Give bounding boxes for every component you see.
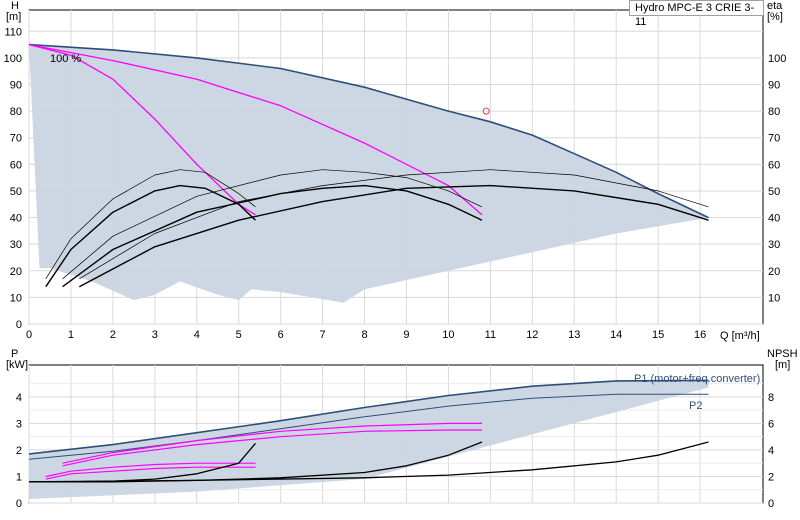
x-tick: 13	[568, 329, 580, 341]
chart-title: Hydro MPC-E 3 CRIE 3-11	[635, 2, 755, 28]
y-tick-left: 0	[16, 498, 22, 510]
top-axes: 0102030405060708090100110102030405060708…	[4, 26, 787, 341]
y-axis-unit-eta: [%]	[767, 11, 783, 23]
x-tick: 1	[68, 329, 74, 341]
curve-p2	[28, 393, 709, 460]
y-tick-right: 100	[768, 53, 786, 65]
y-axis-label-p: P	[11, 348, 18, 360]
y-tick-left: 110	[4, 26, 22, 38]
x-tick: 2	[110, 329, 116, 341]
y-tick-right: 4	[768, 445, 774, 457]
x-tick: 8	[361, 329, 367, 341]
y-tick-left: 40	[10, 213, 22, 225]
y-tick-right: 40	[768, 213, 780, 225]
x-tick: 4	[194, 329, 200, 341]
curve-eta	[62, 184, 483, 288]
y-tick-right: 10	[768, 292, 780, 304]
x-tick: 3	[152, 329, 158, 341]
y-tick-left: 4	[16, 392, 22, 404]
x-tick: 6	[278, 329, 284, 341]
y-tick-left: 50	[10, 186, 22, 198]
y-tick-right: 50	[768, 186, 780, 198]
curve-eta	[78, 184, 709, 288]
x-axis-label-q: Q [m³/h]	[720, 330, 760, 342]
bottom-operating-region	[29, 380, 709, 499]
y-tick-right: 60	[768, 159, 780, 171]
operating-region	[29, 380, 709, 499]
y-tick-left: 3	[16, 418, 22, 430]
x-tick: 9	[403, 329, 409, 341]
duty-point-marker	[482, 107, 490, 115]
curve-npsh	[28, 441, 709, 483]
curve-eta-thin	[62, 169, 483, 280]
x-tick: 14	[610, 329, 622, 341]
y-tick-right: 30	[768, 239, 780, 251]
curve-max-head	[28, 43, 709, 219]
y-axis-label-npsh: NPSH	[767, 348, 798, 360]
y-axis-unit-h: [m]	[6, 11, 21, 23]
y-tick-left: 2	[16, 445, 22, 457]
annotation-100-percent: 100 %	[50, 53, 81, 65]
top-operating-region	[29, 44, 709, 303]
y-axis-label-h: H	[11, 0, 19, 12]
y-tick-left: 90	[10, 80, 22, 92]
x-tick: 0	[26, 329, 32, 341]
y-tick-right: 2	[768, 471, 774, 483]
y-axis-unit-p: [kW]	[6, 359, 28, 371]
y-axis-unit-npsh: [m]	[775, 359, 790, 371]
x-tick: 7	[320, 329, 326, 341]
legend-p2: P2	[689, 400, 702, 412]
y-tick-left: 0	[16, 319, 22, 331]
curve-eta-thin	[79, 169, 709, 280]
chart-title-box: Hydro MPC-E 3 CRIE 3-11	[629, 0, 764, 28]
curve-pw-mag	[45, 466, 256, 480]
bottom-axes: 0 1 2 3 4 0 2 4 6 8	[16, 392, 774, 510]
x-tick: 12	[526, 329, 538, 341]
curve-pw-mag	[62, 422, 482, 464]
y-axis-label-eta: eta	[767, 0, 783, 12]
operating-region	[29, 44, 709, 303]
y-tick-left: 20	[10, 266, 22, 278]
y-tick-right: 8	[768, 392, 774, 404]
x-tick: 11	[485, 329, 496, 341]
y-tick-left: 60	[10, 159, 22, 171]
y-tick-left: 70	[10, 133, 22, 145]
curve-p1	[28, 379, 709, 455]
curve-eta	[45, 184, 256, 288]
y-tick-left: 30	[10, 239, 22, 251]
y-tick-left: 10	[10, 292, 22, 304]
x-tick: 15	[652, 329, 664, 341]
x-tick: 16	[694, 329, 706, 341]
bottom-curves	[28, 379, 709, 483]
curve-pw-mag	[62, 429, 482, 467]
curve-eta-thin	[45, 169, 256, 279]
y-tick-right: 20	[768, 266, 780, 278]
y-tick-left: 1	[16, 471, 22, 483]
y-tick-right: 6	[768, 418, 774, 430]
curve-head	[28, 43, 483, 216]
y-tick-right: 70	[768, 133, 780, 145]
y-tick-right: 0	[768, 498, 774, 510]
y-tick-right: 80	[768, 106, 780, 118]
x-tick: 5	[236, 329, 242, 341]
y-tick-left: 80	[10, 106, 22, 118]
x-tick: 10	[442, 329, 454, 341]
y-tick-right: 90	[768, 80, 780, 92]
legend-p1: P1 (motor+freq.converter)	[634, 373, 760, 385]
y-tick-left: 100	[4, 53, 22, 65]
top-curves	[28, 43, 709, 288]
